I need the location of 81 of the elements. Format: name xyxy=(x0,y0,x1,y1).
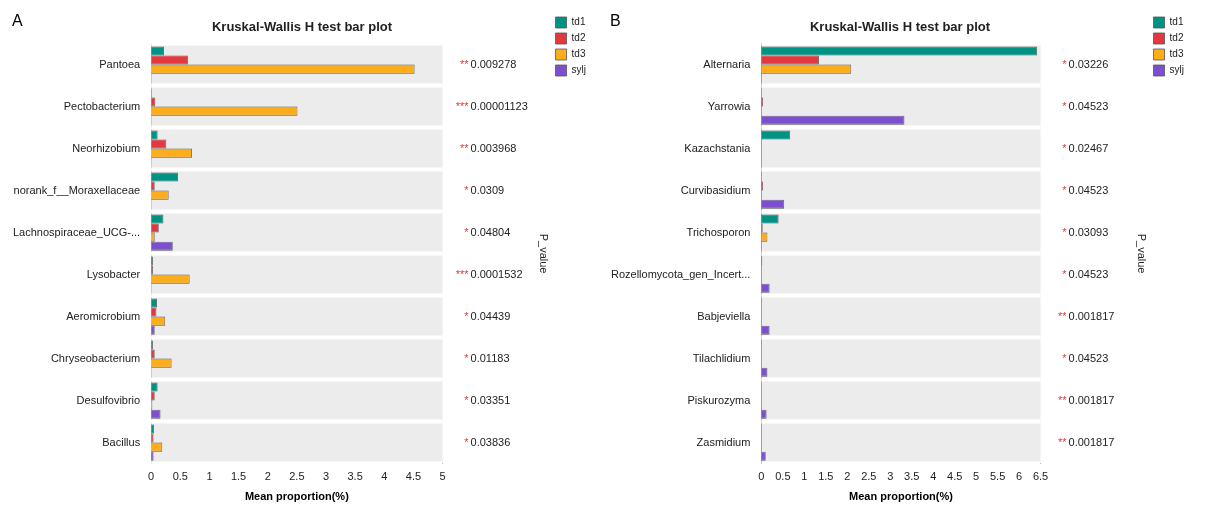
x-tick-label: 0.5 xyxy=(775,470,791,483)
x-tick-label: 6 xyxy=(1016,470,1023,483)
text: A xyxy=(12,12,23,30)
chart-title: Kruskal-Wallis H test bar plot xyxy=(211,19,393,35)
text: *** 0.00001123 xyxy=(455,99,528,112)
x-tick-label: 1.5 xyxy=(230,470,247,483)
x-tick-label: 4.5 xyxy=(947,470,963,483)
text: ** 0.009278 xyxy=(459,57,517,70)
x-tick-label: 2.5 xyxy=(861,470,877,483)
y2-axis-title: P_value xyxy=(537,233,550,274)
text: * 0.01183 xyxy=(464,351,510,364)
x-tick-label: 5 xyxy=(439,470,446,483)
y-tick-label: Lysobacter xyxy=(86,267,141,280)
y-tick-label: Chryseobacterium xyxy=(50,351,141,364)
y-tick-label: Alternaria xyxy=(703,57,752,70)
x-tick-label: 5.5 xyxy=(989,470,1006,483)
y-tick-label: Babjeviella xyxy=(697,309,752,322)
x-tick-label: 2 xyxy=(844,470,851,483)
text: * 0.04523 xyxy=(1062,267,1109,280)
y-tick-label: Yarrowia xyxy=(707,99,752,112)
text: ** 0.001817 xyxy=(1057,435,1115,448)
legend-label: sylj xyxy=(1169,64,1185,76)
legend-label: td3 xyxy=(571,48,586,60)
y-tick-label: Pantoea xyxy=(99,57,142,70)
legend-label: td1 xyxy=(571,16,586,28)
text: B xyxy=(610,12,621,30)
legend-label: td2 xyxy=(571,32,586,44)
text: * 0.03226 xyxy=(1062,57,1109,70)
y-tick-label: Rozellomycota_gen_Incert... xyxy=(610,267,751,280)
y-tick-label: Kazachstania xyxy=(684,141,752,154)
x-tick-label: 2.5 xyxy=(289,470,305,483)
x-tick-label: 3.5 xyxy=(904,470,920,483)
x-tick-label: 3 xyxy=(322,470,330,483)
y-tick-label: Lachnospiraceae_UCG-... xyxy=(12,225,141,238)
text: ** 0.001817 xyxy=(1057,309,1115,322)
y2-axis-title: P_value xyxy=(1135,233,1148,274)
text: ** 0.003968 xyxy=(459,141,517,154)
y-tick-label: Zasmidium xyxy=(696,435,751,448)
x-axis-title: Mean proportion(%) xyxy=(849,490,954,503)
x-tick-label: 1.5 xyxy=(818,470,834,483)
x-tick-label: 0 xyxy=(148,470,155,483)
text: * 0.0309 xyxy=(464,183,505,196)
text: * 0.04523 xyxy=(1062,351,1109,364)
legend-label: td1 xyxy=(1169,16,1184,28)
y-tick-label: Bacillus xyxy=(102,435,141,448)
y-tick-label: Tilachlidium xyxy=(692,351,751,364)
text: * 0.04523 xyxy=(1062,99,1109,112)
legend-label: td2 xyxy=(1169,32,1184,44)
text: * 0.03836 xyxy=(464,435,511,448)
y-tick-label: Desulfovibrio xyxy=(76,393,141,406)
y-tick-label: Pectobacterium xyxy=(63,99,141,112)
text: * 0.04439 xyxy=(464,309,511,322)
text: * 0.03351 xyxy=(464,393,511,406)
x-tick-label: 5 xyxy=(973,470,980,483)
text: ** 0.001817 xyxy=(1057,393,1115,406)
y-tick-label: Piskurozyma xyxy=(687,393,752,406)
y-tick-label: Aeromicrobium xyxy=(66,309,141,322)
x-tick-label: 3.5 xyxy=(347,470,363,483)
x-tick-label: 4 xyxy=(930,470,937,483)
x-tick-label: 4 xyxy=(381,470,388,483)
text: * 0.04804 xyxy=(464,225,511,238)
chart-title: Kruskal-Wallis H test bar plot xyxy=(809,19,991,35)
y-tick-label: norank_f__Moraxellaceae xyxy=(13,183,141,196)
text: * 0.03093 xyxy=(1062,225,1109,238)
y-tick-label: Neorhizobium xyxy=(72,141,141,154)
x-tick-label: 0.5 xyxy=(172,470,188,483)
text: * 0.04523 xyxy=(1062,183,1109,196)
x-tick-label: 6.5 xyxy=(1032,470,1049,483)
x-tick-label: 2 xyxy=(264,470,271,483)
x-tick-label: 1 xyxy=(206,470,213,483)
x-tick-label: 0 xyxy=(758,470,765,483)
text: *** 0.0001532 xyxy=(455,267,523,280)
x-tick-label: 4.5 xyxy=(405,470,422,483)
legend-label: td3 xyxy=(1169,48,1184,60)
x-axis-title: Mean proportion(%) xyxy=(244,490,350,503)
text: * 0.02467 xyxy=(1062,141,1109,154)
legend-label: sylj xyxy=(571,64,587,76)
x-tick-label: 1 xyxy=(801,470,808,483)
y-tick-label: Trichosporon xyxy=(686,225,751,238)
x-tick-label: 3 xyxy=(887,470,894,483)
y-tick-label: Curvibasidium xyxy=(680,183,751,196)
